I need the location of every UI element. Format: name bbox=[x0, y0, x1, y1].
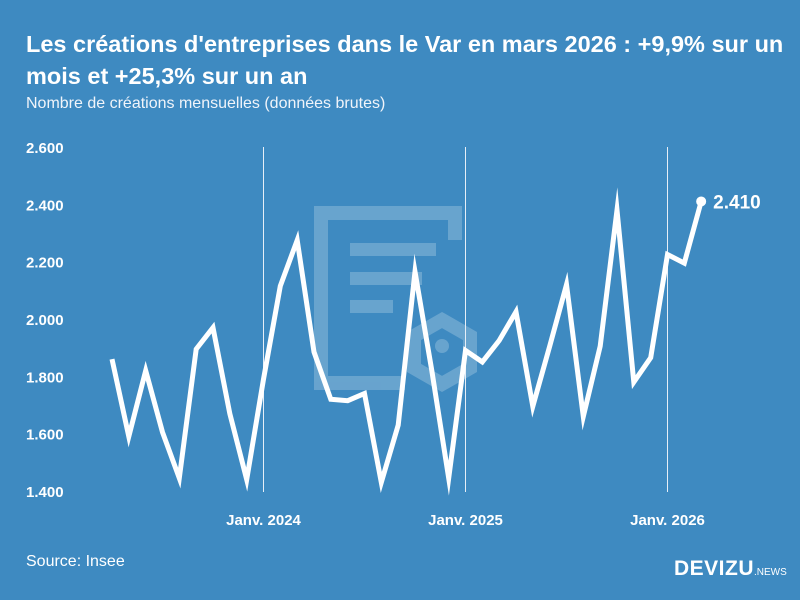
logo-suffix: .NEWS bbox=[754, 567, 787, 578]
chart-subtitle: Nombre de créations mensuelles (données … bbox=[26, 95, 386, 112]
y-tick-label: 1.400 bbox=[26, 484, 64, 501]
series-line bbox=[109, 187, 704, 496]
x-tick-label: Janv. 2026 bbox=[630, 512, 705, 529]
watermark-document-icon bbox=[314, 206, 477, 393]
y-tick-label: 2.000 bbox=[26, 312, 64, 329]
source-note: Source: Insee bbox=[26, 553, 125, 570]
x-tick-label: Janv. 2025 bbox=[428, 512, 503, 529]
x-tick-label: Janv. 2024 bbox=[226, 512, 301, 529]
y-tick-label: 2.600 bbox=[26, 140, 64, 157]
y-tick-label: 1.800 bbox=[26, 369, 64, 386]
chart-title: Les créations d'entreprises dans le Var … bbox=[26, 31, 784, 89]
logo-main: DEVIZU bbox=[674, 557, 755, 580]
last-value-label: 2.410 bbox=[713, 192, 761, 213]
devizu-logo: DEVIZU.NEWS bbox=[674, 557, 787, 581]
y-tick-label: 2.200 bbox=[26, 255, 64, 272]
y-tick-label: 2.400 bbox=[26, 197, 64, 214]
y-tick-label: 1.600 bbox=[26, 427, 64, 444]
last-point-marker bbox=[696, 196, 707, 207]
